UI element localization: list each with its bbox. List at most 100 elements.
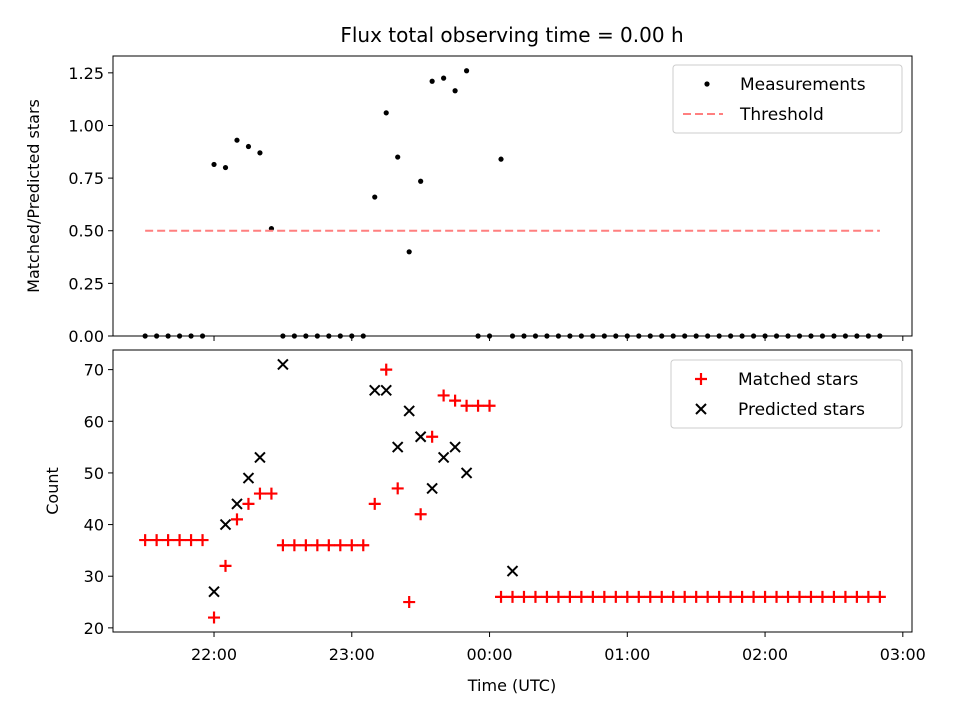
measurement-point [429, 78, 435, 84]
matched-star-point [690, 590, 703, 603]
matched-star-point [483, 399, 496, 412]
matched-star-point [816, 590, 829, 603]
matched-star-point [196, 534, 209, 547]
matched-star-point [185, 534, 198, 547]
measurement-point [441, 75, 447, 81]
predicted-star-point [414, 431, 427, 443]
matched-star-point [598, 590, 611, 603]
matched-star-point [701, 590, 714, 603]
matched-star-point [759, 590, 772, 603]
matched-star-point [253, 487, 266, 500]
top-panel: 0.00 0.25 0.50 0.75 1.00 1.25 Matched/Predict… [24, 55, 913, 346]
matched-star-point [540, 590, 553, 603]
measurement-point [234, 137, 240, 143]
matched-star-point [770, 590, 783, 603]
legend-predicted-marker [695, 403, 707, 415]
x-tick-label: 01:00 [604, 645, 650, 664]
matched-star-point [472, 399, 485, 412]
matched-star-point [747, 590, 760, 603]
matched-star-point [173, 534, 186, 547]
x-tick-label: 00:00 [466, 645, 512, 664]
top-y-axis-label: Matched/Predicted stars [24, 99, 43, 293]
top-y-tick-label: 0.50 [68, 222, 104, 241]
predicted-star-point [231, 498, 243, 510]
top-legend-box [672, 64, 903, 134]
predicted-star-point [277, 358, 289, 371]
legend-measurements-dot [704, 81, 710, 87]
measurement-point [418, 178, 424, 184]
x-tick-label: 03:00 [880, 645, 926, 664]
measurement-point [383, 110, 389, 116]
matched-star-point [517, 590, 530, 603]
predicted-star-point [219, 518, 232, 531]
measurement-point [222, 164, 229, 171]
measurement-point [498, 156, 504, 162]
measurement-point [211, 161, 217, 168]
matched-star-point [162, 534, 175, 547]
legend-predicted-label: Predicted stars [738, 400, 865, 420]
matched-star-point [827, 590, 840, 603]
matched-star-point [632, 590, 645, 603]
matched-star-point [414, 508, 427, 521]
measurement-point [257, 150, 263, 156]
legend-matched-marker [695, 373, 707, 385]
matched-star-point [644, 590, 657, 603]
bottom-legend-box [670, 359, 903, 429]
matched-star-point [873, 590, 886, 603]
legend-threshold-label: Threshold [739, 105, 824, 125]
matched-star-point [276, 539, 289, 552]
top-y-tick-label: 0.75 [68, 169, 104, 188]
x-tick-label: 22:00 [191, 645, 237, 664]
matched-star-point [150, 534, 163, 547]
matched-star-point [288, 539, 301, 552]
predicted-star-point [391, 441, 404, 453]
matched-star-point [804, 590, 817, 603]
matched-star-point [713, 590, 726, 603]
measurement-point [395, 154, 401, 160]
top-y-tick-label: 1.25 [68, 64, 104, 83]
measurement-point [463, 68, 470, 74]
matched-star-point [299, 539, 312, 552]
chart-title: Flux total observing time = 0.00 h [340, 23, 683, 47]
matched-star-point [862, 590, 875, 603]
matched-star-point [426, 430, 439, 443]
bottom-y-axis-label: Count [43, 467, 62, 515]
predicted-star-point [426, 482, 438, 495]
matched-star-point [609, 590, 622, 603]
matched-star-point [230, 513, 243, 526]
measurement-point [245, 143, 252, 150]
legend-matched-label: Matched stars [738, 370, 858, 390]
x-tick-label: 02:00 [742, 645, 788, 664]
matched-star-point [850, 590, 863, 603]
x-tick-label: 23:00 [329, 645, 375, 664]
bottom-y-tick-label: 60 [84, 412, 104, 431]
matched-star-point [345, 539, 358, 552]
matched-star-point [621, 590, 634, 603]
predicted-star-point [437, 451, 450, 464]
matched-star-point [736, 590, 749, 603]
matched-star-point [839, 590, 852, 603]
bottom-panel: 20 30 40 50 60 70 22:00 23:00 00:00 01:00 02:00 03… [43, 349, 926, 695]
matched-star-point [391, 482, 404, 495]
matched-star-point [242, 497, 255, 510]
predicted-star-point [208, 586, 220, 598]
matched-star-point [403, 596, 416, 609]
predicted-star-point [449, 441, 461, 453]
predicted-star-point [242, 472, 255, 484]
top-legend: Measurements Threshold [672, 64, 903, 134]
matched-star-point [139, 534, 152, 547]
bottom-axes-frame [112, 349, 913, 633]
matched-star-point [380, 363, 393, 376]
predicted-star-point [369, 384, 381, 396]
matched-star-point [208, 611, 221, 624]
predicted-star-point [506, 565, 519, 577]
matched-star-point [265, 487, 278, 500]
matched-star-point [782, 590, 795, 603]
bottom-y-tick-label: 30 [84, 567, 104, 586]
top-y-tick-label: 1.00 [68, 116, 104, 135]
predicted-star-point [380, 384, 392, 396]
measurement-point [406, 249, 412, 255]
matched-star-point [219, 559, 232, 572]
matched-star-point [529, 590, 542, 603]
